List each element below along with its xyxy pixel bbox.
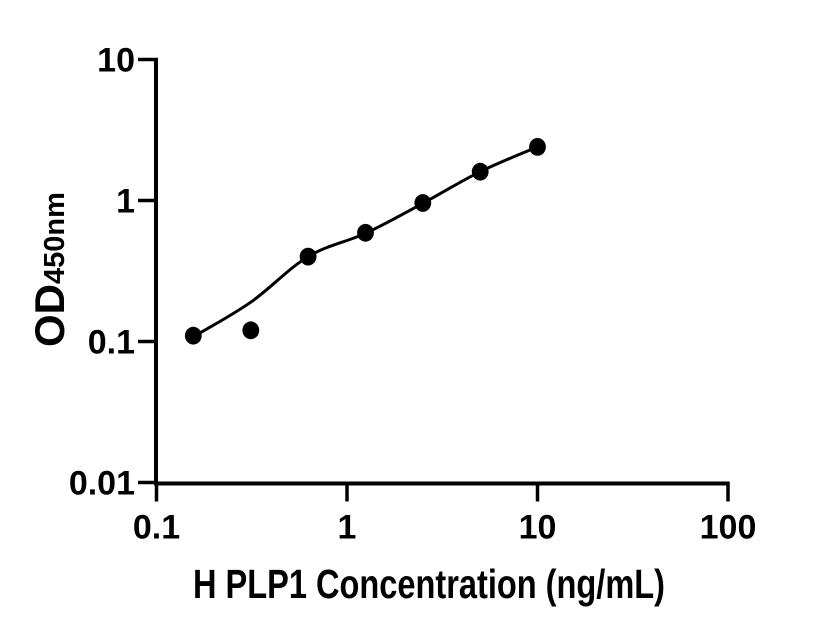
data-point: [184, 326, 202, 345]
data-point: [471, 162, 489, 181]
y-axis-tick-labels: 0.01 0.1 1 10: [69, 42, 135, 503]
x-axis-tick-labels: 0.1 1 10 100: [133, 509, 757, 547]
y-axis-title-sub: 450nm: [39, 192, 71, 284]
y-tick-label: 0.01: [69, 465, 135, 503]
data-point: [299, 247, 317, 266]
data-points: [184, 138, 546, 345]
x-tick-label: 10: [519, 509, 557, 547]
data-point: [529, 138, 546, 156]
y-tick-label: 1: [116, 183, 135, 221]
axis-spine: [154, 58, 729, 486]
data-point: [414, 194, 432, 212]
x-tick-label: 1: [338, 509, 357, 547]
x-axis-title: H PLP1 Concentration (ng/mL): [193, 561, 665, 607]
y-tick-label: 10: [97, 42, 135, 80]
axes: [138, 57, 730, 502]
x-tick-label: 100: [700, 509, 757, 547]
y-axis-title: OD450nm: [26, 192, 73, 347]
y-axis-title-main: OD: [26, 284, 73, 347]
y-tick-label: 0.1: [88, 324, 135, 362]
data-point: [357, 223, 374, 242]
x-tick-label: 0.1: [133, 509, 180, 547]
data-point: [242, 321, 260, 340]
